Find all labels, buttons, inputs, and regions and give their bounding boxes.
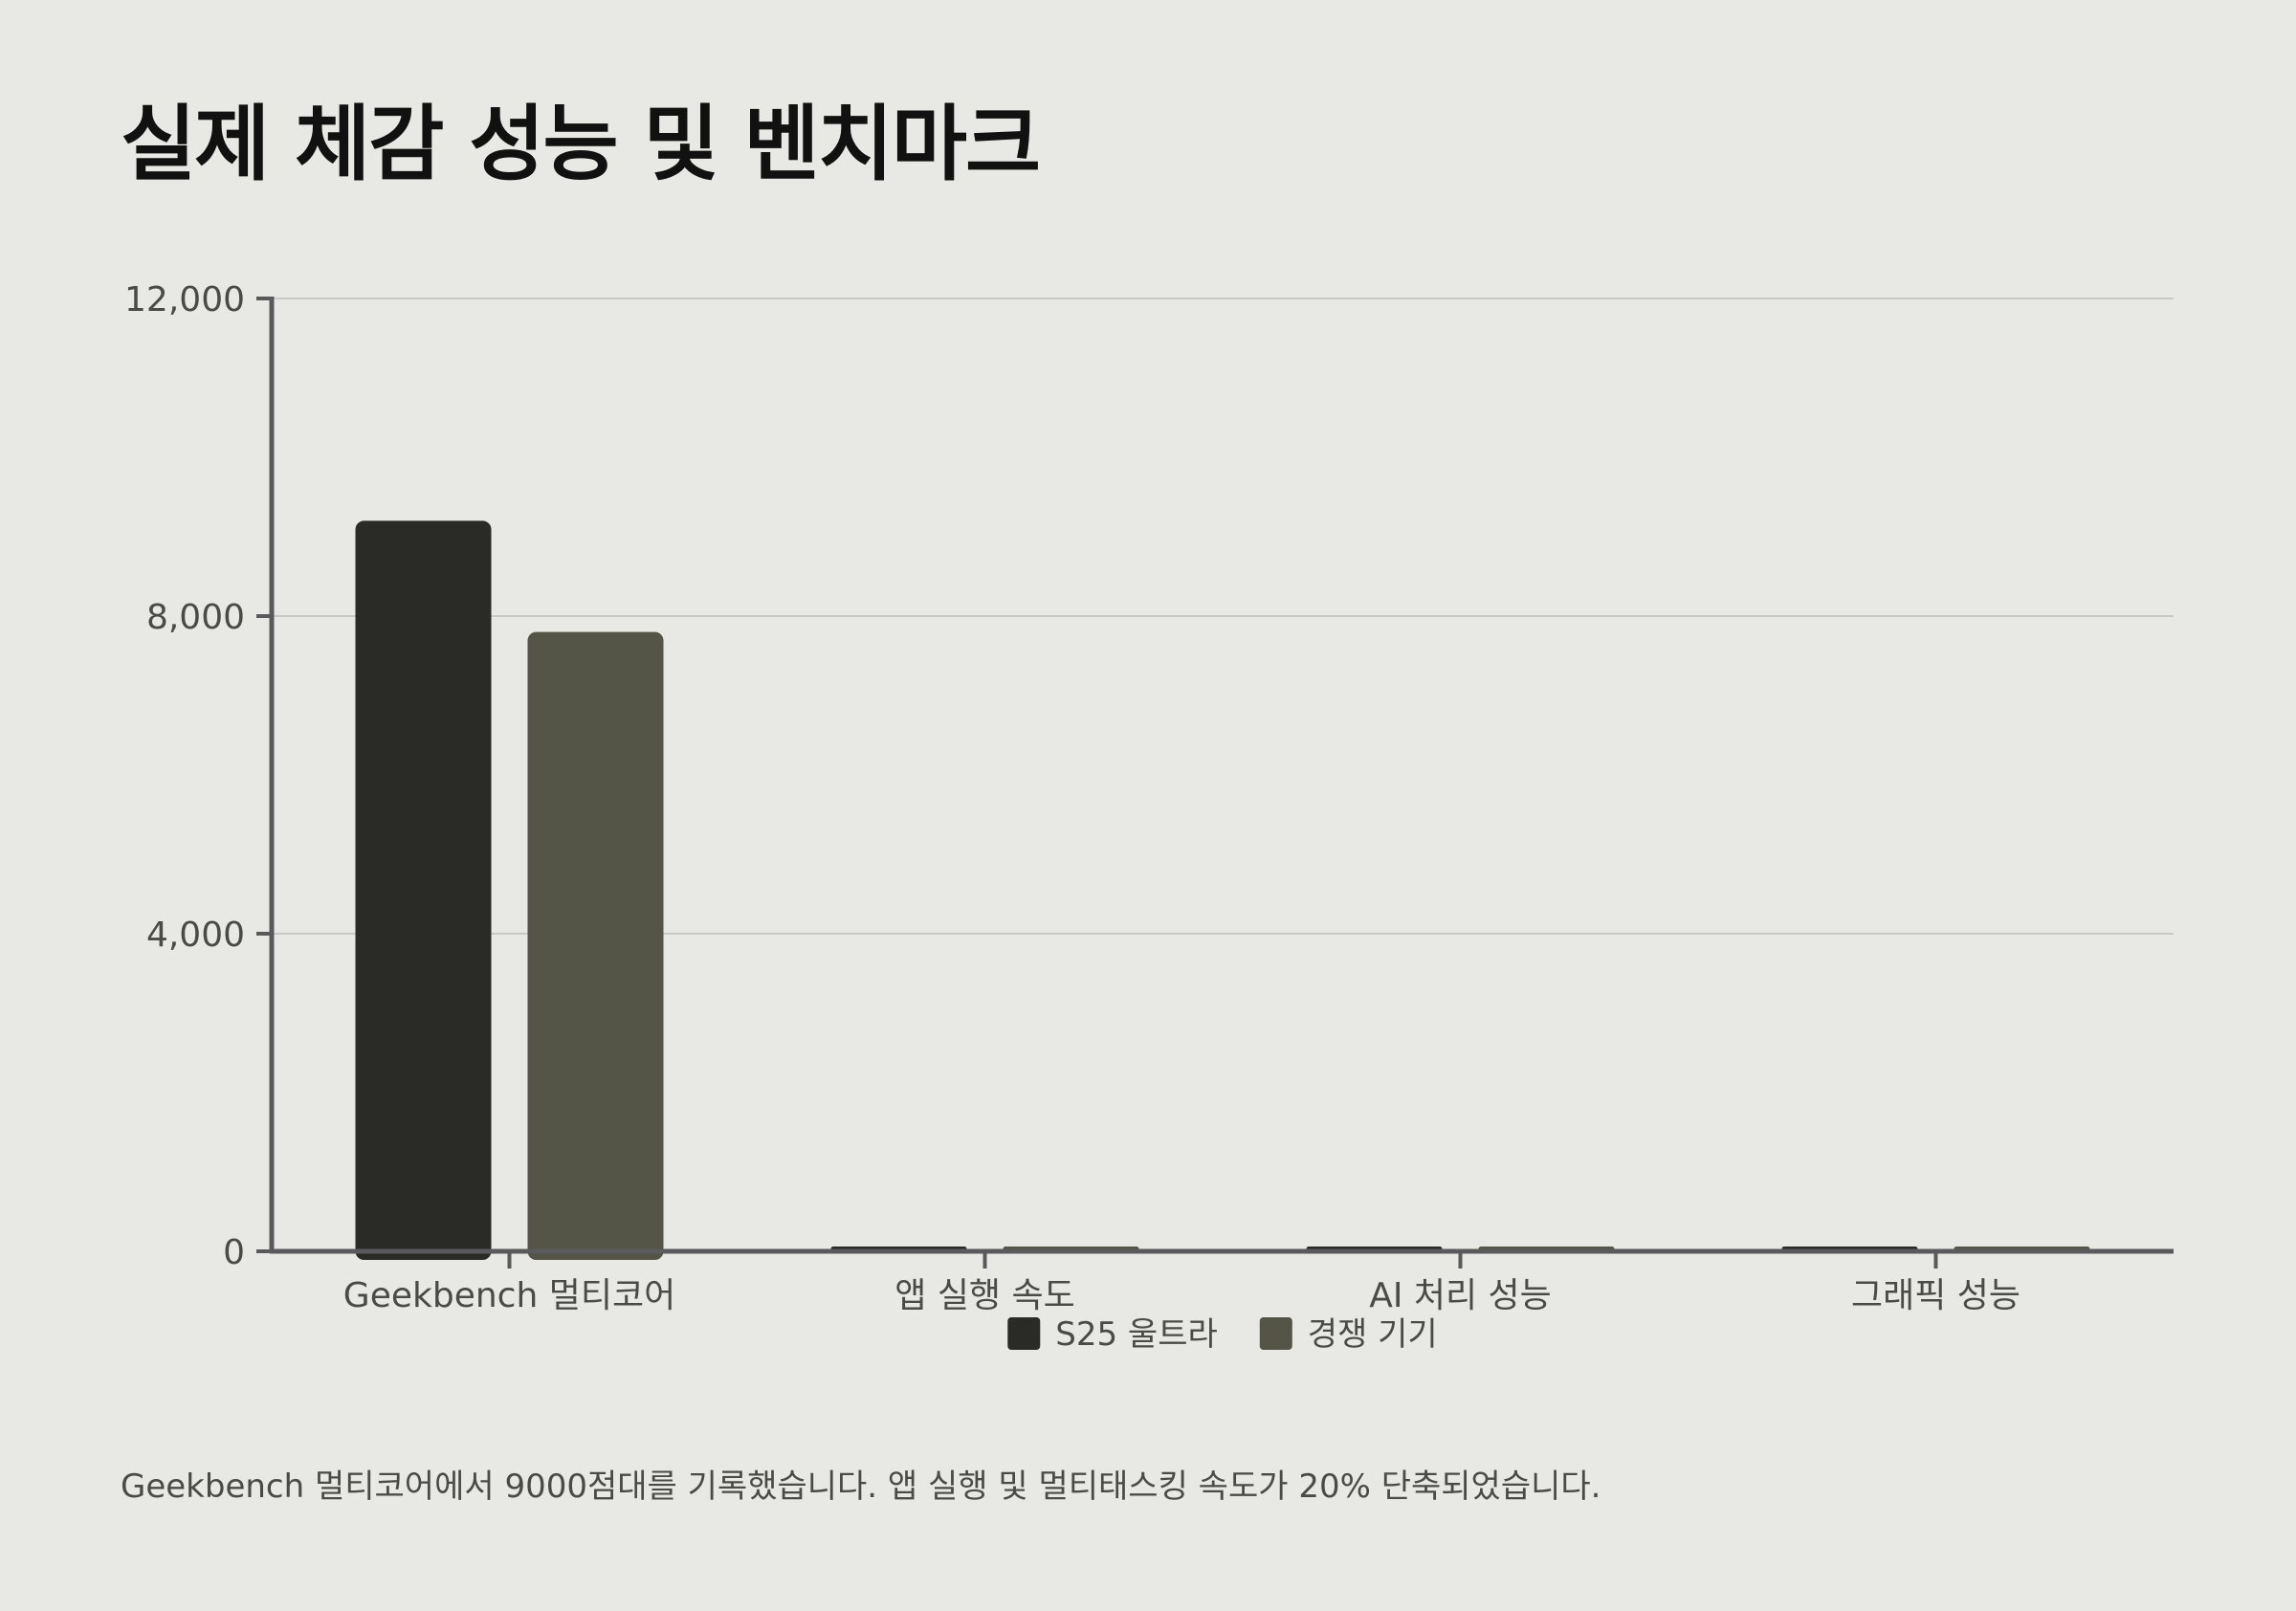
x-category-label: Geekbench 멀티코어 xyxy=(343,1276,675,1315)
x-category-label: AI 처리 성능 xyxy=(1369,1276,1552,1315)
legend: S25 울트라 경쟁 기기 xyxy=(1007,1315,1438,1354)
y-tick-label: 12,000 xyxy=(124,280,245,320)
y-tick-label: 0 xyxy=(223,1233,245,1272)
x-category-label: 앱 실행 속도 xyxy=(894,1276,1075,1315)
chart-caption: Geekbench 멀티코어에서 9000점대를 기록했습니다. 앱 실행 및 … xyxy=(121,1468,1601,1506)
legend-label: 경쟁 기기 xyxy=(1308,1315,1438,1354)
legend-label: S25 울트라 xyxy=(1055,1315,1218,1354)
axes xyxy=(256,297,2174,1269)
bar xyxy=(527,631,664,1260)
y-tick-label: 8,000 xyxy=(146,598,245,637)
legend-swatch xyxy=(1259,1317,1292,1350)
axis-labels: 0 4,000 8,000 12,000 Geekbench 멀티코어 앱 실행 속도 AI… xyxy=(124,280,2020,1315)
x-category-label: 그래픽 성능 xyxy=(1851,1276,2020,1315)
bar xyxy=(355,520,492,1260)
y-tick-label: 4,000 xyxy=(146,916,245,955)
legend-swatch xyxy=(1007,1317,1041,1350)
bars xyxy=(355,520,2090,1260)
page-title: 실제 체감 성능 및 벤치마크 xyxy=(121,97,1041,192)
